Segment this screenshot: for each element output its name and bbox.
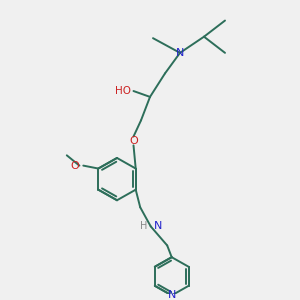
Text: HO: HO: [115, 86, 131, 96]
Text: H: H: [140, 221, 148, 231]
Text: O: O: [70, 160, 80, 171]
Text: O: O: [129, 136, 138, 146]
Text: N: N: [176, 48, 184, 58]
Text: N: N: [167, 290, 176, 300]
Text: N: N: [154, 221, 162, 231]
